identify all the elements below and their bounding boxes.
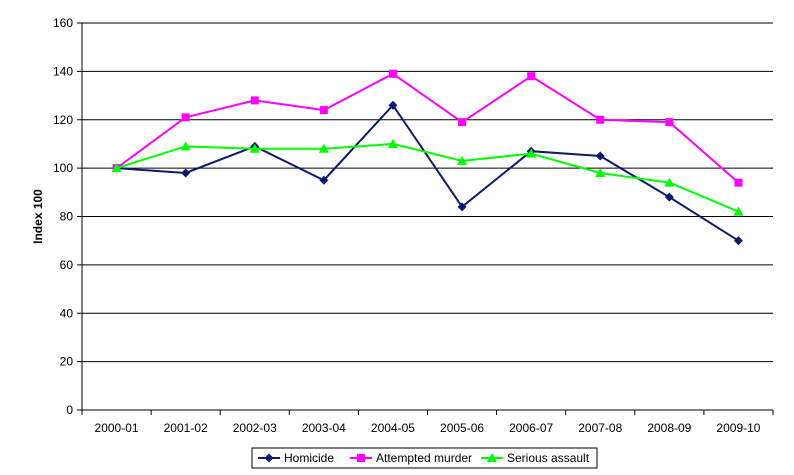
data-point-attempted-murder (319, 106, 328, 115)
data-point-serious-assault (664, 177, 675, 187)
legend-marker-attempted-murder (357, 454, 365, 462)
legend-label-homicide: Homicide (284, 451, 334, 465)
x-tick-labels: 2000-01 2001-02 2002-03 2003-04 2004-05 2005-… (95, 421, 761, 435)
data-point-attempted-murder (388, 69, 397, 78)
x-tick-label: 2002-03 (233, 421, 277, 435)
y-tick-label: 20 (60, 355, 74, 369)
data-point-attempted-murder (527, 72, 536, 81)
data-point-serious-assault (249, 143, 260, 153)
series-homicide (112, 100, 743, 246)
x-tick-label: 2007-08 (578, 421, 622, 435)
data-point-homicide (181, 168, 191, 178)
y-tick-label: 80 (60, 210, 74, 224)
legend-item-homicide: Homicide (258, 451, 334, 465)
x-tick-label: 2005-06 (440, 421, 484, 435)
x-tick-label: 2009-10 (716, 421, 760, 435)
x-tick-label: 2000-01 (95, 421, 139, 435)
data-point-serious-assault (595, 167, 606, 177)
y-tick-label: 100 (53, 161, 73, 175)
legend-label-serious-assault: Serious assault (507, 451, 590, 465)
data-point-attempted-murder (181, 113, 190, 122)
x-tick-label: 2003-04 (302, 421, 346, 435)
data-point-attempted-murder (734, 178, 743, 187)
data-point-serious-assault (111, 163, 122, 173)
data-point-homicide (595, 151, 605, 161)
y-tick-label: 140 (53, 64, 73, 78)
legend: Homicide Attempted murder Serious assault (251, 447, 598, 469)
data-point-attempted-murder (250, 96, 259, 105)
x-tick-label: 2006-07 (509, 421, 553, 435)
data-point-serious-assault (387, 138, 398, 148)
legend-marker-serious-assault (487, 453, 497, 462)
series-attempted-murder (112, 69, 743, 187)
legend-label-attempted-murder: Attempted murder (376, 451, 472, 465)
y-tick-label: 60 (60, 258, 74, 272)
data-point-serious-assault (318, 143, 329, 153)
y-tick-label: 40 (60, 306, 74, 320)
y-tick-label: 0 (66, 403, 73, 417)
y-tick-labels: 0 20 40 60 80 100 120 140 160 (53, 16, 73, 417)
legend-marker-homicide (264, 453, 274, 463)
data-point-attempted-murder (665, 118, 674, 127)
data-point-attempted-murder (596, 115, 605, 124)
x-tick-label: 2001-02 (164, 421, 208, 435)
data-point-homicide (664, 192, 674, 202)
gridlines (82, 22, 773, 363)
data-point-serious-assault (526, 148, 537, 158)
data-point-homicide (319, 175, 329, 185)
series-line-serious-assault (116, 142, 739, 213)
data-point-serious-assault (180, 141, 191, 151)
y-tick-label: 160 (53, 16, 73, 30)
legend-item-serious-assault: Serious assault (481, 451, 590, 465)
legend-box (251, 447, 598, 469)
data-point-homicide (733, 236, 743, 246)
data-point-homicide (457, 202, 467, 212)
legend-item-attempted-murder: Attempted murder (350, 451, 472, 465)
series-serious-assault (111, 138, 744, 216)
series-line-attempted-murder (115, 72, 740, 184)
y-tick-label: 120 (53, 113, 73, 127)
x-tick-label: 2004-05 (371, 421, 415, 435)
series-layer (111, 69, 744, 246)
data-point-attempted-murder (458, 118, 467, 127)
data-point-serious-assault (457, 155, 468, 165)
data-point-serious-assault (733, 206, 744, 216)
x-tick-label: 2008-09 (647, 421, 691, 435)
series-line-homicide (116, 103, 739, 242)
y-axis-title: Index 100 (31, 189, 45, 244)
data-point-homicide (388, 100, 398, 110)
axes (77, 22, 774, 415)
